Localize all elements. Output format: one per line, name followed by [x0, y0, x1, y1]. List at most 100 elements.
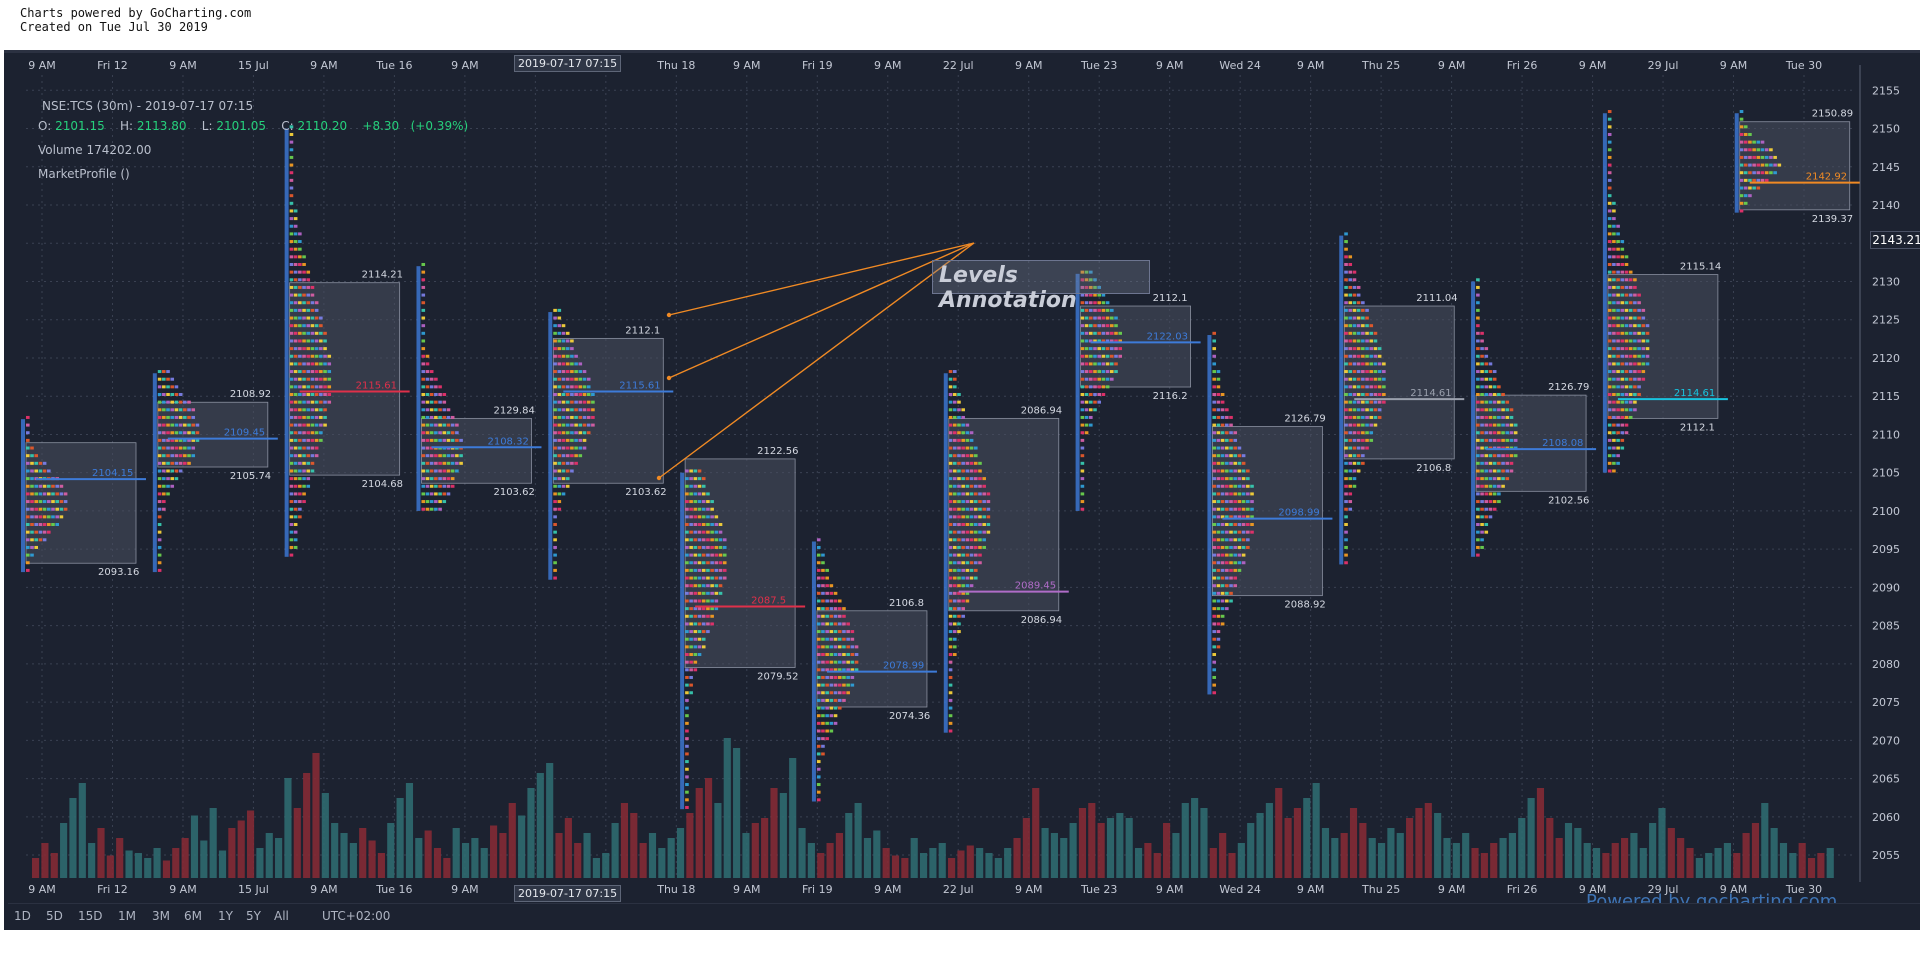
x-tick-label-bottom: Thu 25	[1361, 883, 1400, 896]
tpo-cell	[1212, 370, 1217, 374]
tpo-cell	[948, 607, 953, 611]
tpo-cell	[1756, 155, 1761, 159]
timeframe-15d-button[interactable]: 15D	[78, 909, 103, 923]
crosshair-time-top: 2019-07-17 07:15	[514, 55, 622, 72]
tpo-cell	[1088, 347, 1093, 351]
y-tick-label: 2065	[1872, 773, 1900, 786]
tpo-cell	[319, 331, 323, 335]
tpo-cell	[289, 148, 294, 152]
tpo-cell	[952, 591, 957, 595]
tpo-cell	[157, 454, 162, 458]
timeframe-1y-button[interactable]: 1Y	[218, 909, 233, 923]
tpo-cell	[718, 523, 723, 527]
tpo-cell	[710, 607, 714, 611]
tpo-cell	[446, 423, 451, 427]
tpo-cell	[693, 561, 698, 565]
tpo-cell	[948, 630, 953, 634]
tpo-cell	[1484, 438, 1489, 442]
tpo-cell	[293, 385, 298, 389]
timeframe-5y-button[interactable]: 5Y	[246, 909, 261, 923]
timeframe-5d-button[interactable]: 5D	[46, 909, 63, 923]
tpo-cell	[553, 576, 557, 580]
tpo-cell	[421, 484, 426, 488]
tpo-cell	[174, 408, 179, 412]
tpo-cell	[961, 446, 965, 450]
tpo-cell	[1756, 171, 1761, 175]
tpo-cell	[1356, 293, 1361, 297]
timezone-label[interactable]: UTC+02:00	[322, 909, 391, 923]
tpo-cell	[34, 530, 38, 534]
tpo-cell	[302, 415, 306, 419]
tpo-cell	[323, 362, 327, 366]
x-tick-label-bottom: 15 Jul	[238, 883, 269, 896]
tpo-cell	[693, 538, 698, 542]
tpo-cell	[1361, 423, 1365, 427]
vah-label: 2106.8	[889, 598, 924, 609]
chart-frame[interactable]: 9 AM 9 AM Fri 12 Fri 12 9 AM 9 AM 15 Jul 15 Jul…	[4, 50, 1920, 930]
tpo-cell	[1212, 568, 1217, 572]
tpo-cell	[289, 408, 294, 412]
tpo-cell	[1344, 484, 1348, 488]
tpo-cell	[1509, 469, 1514, 473]
x-tick-label-bottom: Thu 18	[656, 883, 695, 896]
tpo-cell	[973, 454, 978, 458]
tpo-cell	[574, 423, 578, 427]
timeframe-1d-button[interactable]: 1D	[14, 909, 31, 923]
val-label: 2139.37	[1812, 214, 1853, 225]
volume-bar	[1452, 843, 1460, 878]
tpo-cell	[302, 400, 306, 404]
tpo-cell	[1480, 454, 1484, 458]
tpo-cell	[1101, 308, 1106, 312]
y-tick-label: 2095	[1872, 543, 1900, 556]
levels-annotation-box[interactable]: Levels Annotation	[932, 260, 1150, 313]
tpo-cell	[969, 584, 974, 588]
tpo-cell	[553, 408, 557, 412]
tpo-cell	[961, 530, 965, 534]
volume-bar	[1303, 798, 1311, 878]
tpo-cell	[1344, 515, 1348, 519]
tpo-cell	[157, 553, 162, 557]
tpo-cell	[1220, 507, 1225, 511]
tpo-cell	[1101, 316, 1106, 320]
volume-bar	[1807, 858, 1816, 878]
tpo-cell	[718, 576, 723, 580]
tpo-cell	[1225, 423, 1229, 427]
tpo-cell	[1612, 262, 1616, 266]
tpo-cell	[833, 614, 838, 618]
tpo-cell	[701, 561, 706, 565]
tpo-cell	[952, 622, 957, 626]
tpo-cell	[706, 545, 710, 549]
tpo-cell	[1369, 415, 1374, 419]
tpo-cell	[1080, 408, 1085, 412]
tpo-cell	[1348, 370, 1353, 374]
tpo-cell	[1484, 469, 1489, 473]
tpo-cell	[1769, 155, 1773, 159]
tpo-cell	[701, 507, 706, 511]
tpo-cell	[1352, 469, 1357, 473]
tpo-cell	[570, 339, 574, 343]
tpo-cell	[1607, 117, 1612, 121]
tpo-cell	[298, 431, 302, 435]
tpo-cell	[1497, 431, 1501, 435]
tpo-cell	[1476, 523, 1480, 527]
tpo-cell	[1607, 270, 1612, 274]
tpo-cell	[1212, 339, 1217, 343]
tpo-cell	[1233, 507, 1238, 511]
tpo-cell	[1501, 446, 1505, 450]
tpo-cell	[821, 645, 825, 649]
tpo-cell	[1212, 500, 1217, 504]
tpo-cell	[1616, 431, 1620, 435]
tpo-cell	[38, 492, 43, 496]
tpo-cell	[948, 553, 953, 557]
timeframe-all-button[interactable]: All	[274, 909, 289, 923]
tpo-cell	[1377, 408, 1382, 412]
tpo-cell	[293, 331, 298, 335]
tpo-cell	[553, 530, 557, 534]
x-tick-label-top: 9 AM	[28, 59, 56, 72]
timeframe-6m-button[interactable]: 6M	[184, 909, 202, 923]
timeframe-3m-button[interactable]: 3M	[152, 909, 170, 923]
tpo-cell	[1344, 331, 1348, 335]
tpo-cell	[327, 393, 332, 396]
timeframe-1m-button[interactable]: 1M	[118, 909, 136, 923]
